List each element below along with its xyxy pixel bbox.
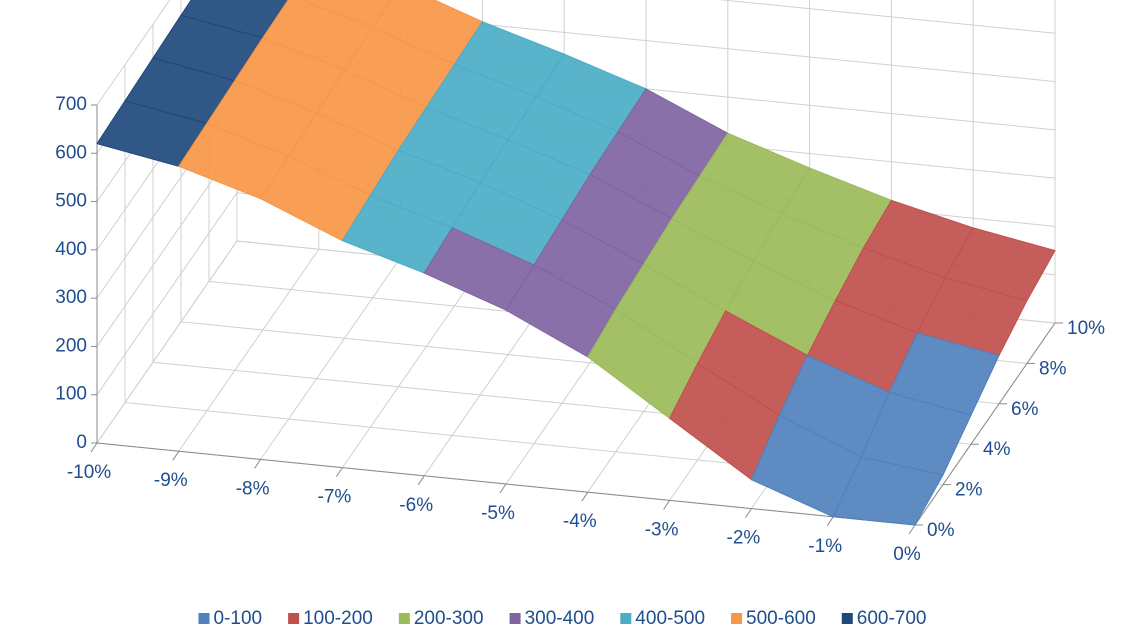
x-tick-label: -4% (563, 511, 597, 532)
x-tick (663, 500, 671, 510)
z-tick-label: 400 (55, 239, 87, 260)
surface-cell (832, 456, 944, 526)
legend-swatch (198, 613, 210, 624)
x-tick-label: -9% (154, 470, 188, 491)
legend-label: 400-500 (635, 608, 705, 629)
legend-label: 600-700 (857, 608, 927, 629)
y-tick-label: 10% (1067, 318, 1105, 339)
x-tick (254, 459, 262, 469)
legend-swatch (841, 613, 853, 624)
z-tick-label: 200 (55, 335, 87, 356)
x-tick (417, 475, 425, 486)
z-tick-label: 300 (55, 287, 87, 308)
legend-label: 200-300 (414, 608, 484, 629)
legend: 0-100 100-200 200-300 300-400 400-500 500-600… (198, 608, 927, 629)
z-tick-label: 500 (55, 191, 87, 212)
floor-grid-line (178, 248, 320, 452)
grid-line (96, 192, 238, 395)
grid-line (96, 240, 238, 444)
x-tick-label: -3% (645, 519, 679, 540)
z-tick-label: 0 (76, 432, 87, 453)
legend-label: 100-200 (303, 608, 373, 629)
x-tick (335, 467, 343, 477)
y-tick-label: 6% (1011, 399, 1039, 420)
floor-grid-line (260, 257, 402, 460)
x-tick-label: -10% (67, 462, 111, 483)
z-tick-label: 600 (55, 142, 87, 163)
x-tick-label: -8% (236, 478, 270, 499)
z-tick-label: 100 (55, 384, 87, 405)
floor-grid-line (341, 265, 483, 468)
grid-line (717, 0, 1056, 34)
y-tick-label: 4% (983, 439, 1011, 460)
legend-swatch (509, 613, 521, 624)
legend-label: 300-400 (525, 608, 595, 629)
y-tick-label: 2% (955, 480, 983, 501)
legend-swatch (620, 613, 632, 624)
legend-label: 0-100 (213, 608, 262, 629)
x-tick-label: 0% (893, 544, 921, 565)
y-axis (914, 322, 1056, 526)
x-tick (581, 491, 589, 502)
x-tick (908, 524, 916, 535)
x-tick-label: -5% (481, 503, 515, 524)
legend-swatch (288, 613, 300, 624)
y-tick-label: 0% (927, 520, 955, 541)
y-tick-label: 8% (1039, 358, 1067, 379)
legend-label: 500-600 (746, 608, 816, 629)
x-tick-label: -2% (727, 528, 761, 549)
x-tick (172, 450, 180, 461)
z-tick-label: 700 (55, 94, 87, 115)
legend-swatch (731, 613, 743, 624)
x-tick (499, 483, 507, 494)
x-tick (826, 516, 834, 527)
x-tick-label: -7% (318, 487, 352, 508)
legend-swatch (398, 613, 410, 624)
x-tick-label: -6% (399, 495, 433, 516)
x-tick-label: -1% (808, 536, 842, 557)
grid-line (96, 0, 171, 106)
x-tick (744, 508, 752, 518)
x-tick (90, 442, 98, 453)
